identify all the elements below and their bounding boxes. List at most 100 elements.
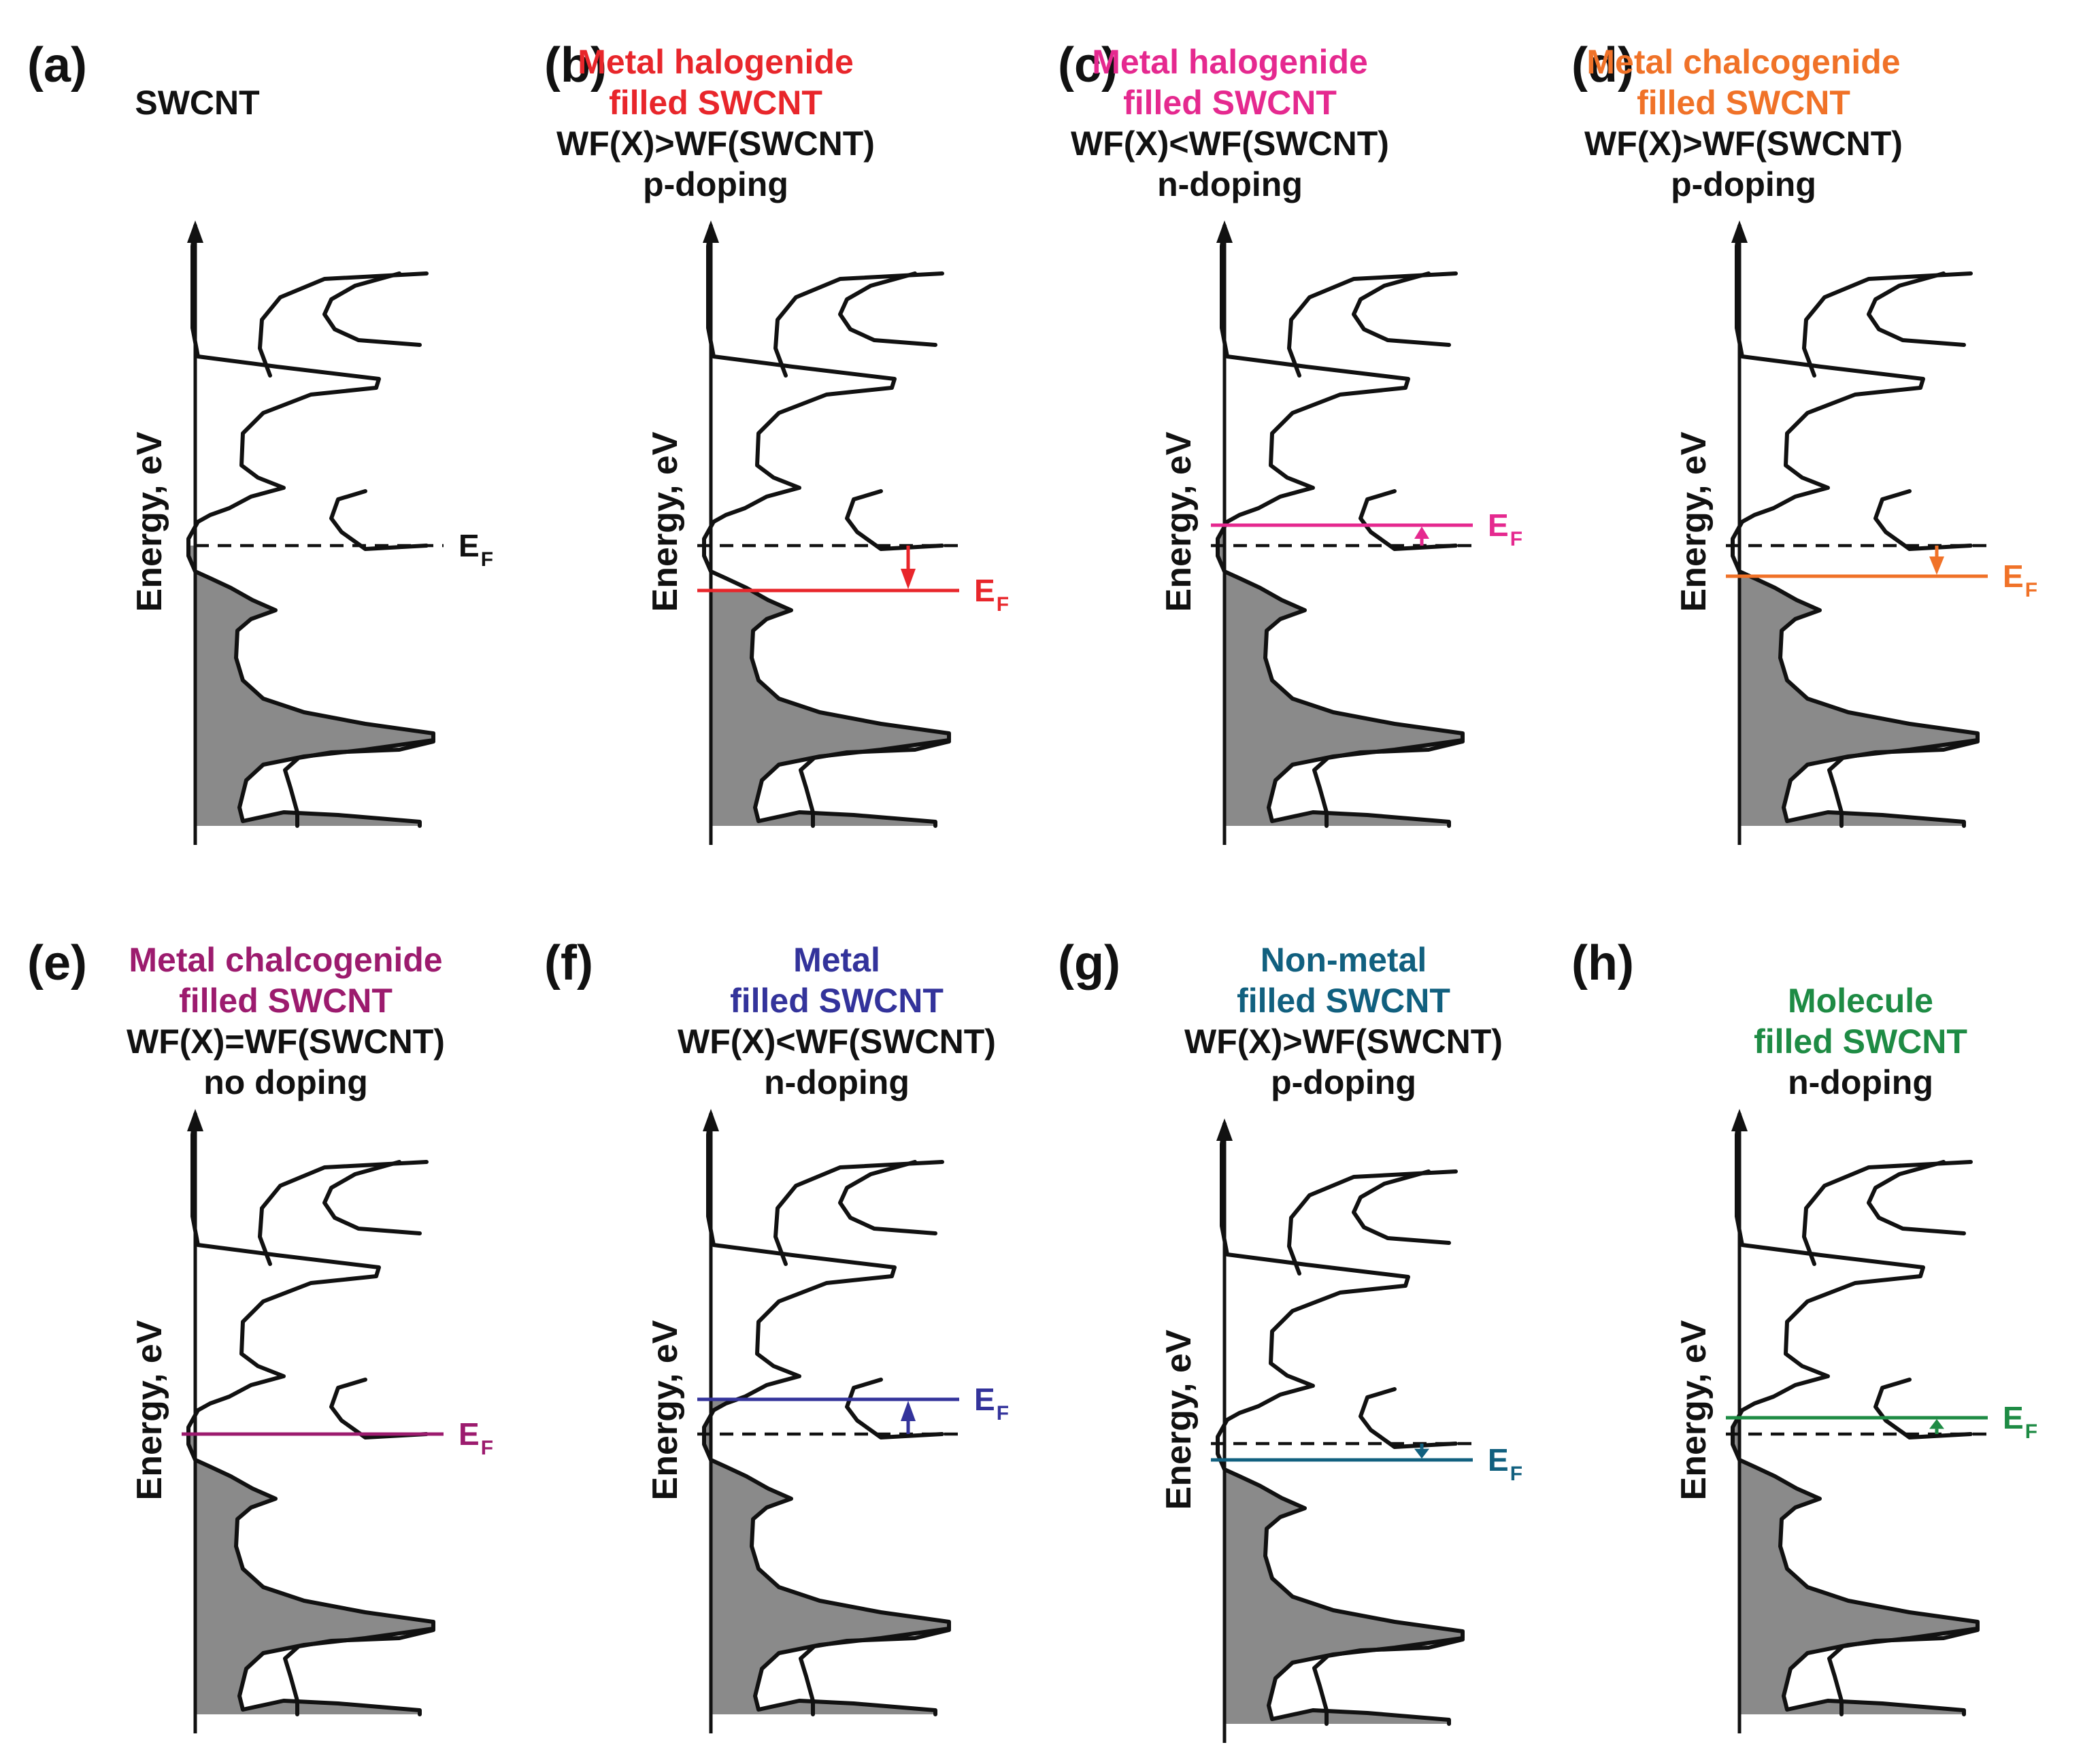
axis-arrowhead bbox=[1731, 1109, 1748, 1131]
panel-title-line: Metal chalcogenide bbox=[1586, 43, 1900, 81]
dos-curve-outer bbox=[1731, 224, 1980, 828]
fermi-label: EF bbox=[974, 1382, 1009, 1425]
fermi-shift-arrowhead bbox=[1414, 1448, 1429, 1459]
dos-curve-bottom bbox=[799, 1628, 951, 1716]
dos-curve-outer bbox=[702, 224, 951, 828]
dos-curve-peak bbox=[1352, 1169, 1451, 1245]
fermi-label: EF bbox=[459, 528, 493, 571]
panel-label: (c) bbox=[1058, 38, 1118, 93]
dos-curve-bottom bbox=[283, 739, 435, 828]
panel-title-line: filled SWCNT bbox=[1237, 982, 1450, 1020]
axis-arrowhead bbox=[703, 220, 719, 243]
filled-states bbox=[1220, 1460, 1463, 1724]
panel-title-line: Molecule bbox=[1788, 982, 1933, 1020]
axis-label: Energy, eV bbox=[1159, 431, 1199, 612]
panel-title-line: n-doping bbox=[764, 1063, 910, 1101]
dos-curve-outer bbox=[1731, 1112, 1980, 1716]
fermi-label: EF bbox=[459, 1416, 493, 1459]
axis-label: Energy, eV bbox=[646, 1320, 685, 1500]
panel-title-line: WF(X)>WF(SWCNT) bbox=[1584, 124, 1903, 163]
panel-title-line: filled SWCNT bbox=[1754, 1022, 1967, 1061]
dos-curve-lower bbox=[1873, 1378, 1973, 1440]
panel-title-line: p-doping bbox=[643, 165, 788, 203]
dos-curve-bottom bbox=[1827, 1628, 1980, 1716]
dos-curve-peak bbox=[1352, 271, 1451, 347]
fermi-label: EF bbox=[2003, 1400, 2037, 1443]
axis-arrowhead bbox=[1216, 220, 1233, 243]
panel-title-line: filled SWCNT bbox=[730, 982, 944, 1020]
dos-curve-lower bbox=[329, 489, 429, 551]
panel-title-line: WF(X)=WF(SWCNT) bbox=[127, 1022, 445, 1061]
fermi-shift-arrowhead bbox=[1929, 556, 1944, 575]
dos-curve-inner bbox=[258, 1160, 429, 1266]
dos-curve-lower bbox=[845, 1378, 944, 1440]
panel-title-line: p-doping bbox=[1671, 165, 1816, 203]
dos-curve-lower bbox=[845, 489, 944, 551]
panel-label: (f) bbox=[544, 936, 593, 991]
dos-curve-lower bbox=[329, 1378, 429, 1440]
panel-title-line: Metal halogenide bbox=[1092, 43, 1368, 81]
panel-title-line: WF(X)>WF(SWCNT) bbox=[1184, 1022, 1503, 1061]
panel-title-line: Metal bbox=[793, 941, 880, 979]
dos-curve-inner bbox=[1287, 271, 1458, 378]
panel-title-line: WF(X)<WF(SWCNT) bbox=[678, 1022, 996, 1061]
panel-label: (h) bbox=[1571, 936, 1634, 991]
axis-arrowhead bbox=[187, 1109, 203, 1131]
axis-label: Energy, eV bbox=[1674, 1320, 1714, 1500]
dos-curve-outer bbox=[186, 224, 435, 828]
axis-label: Energy, eV bbox=[646, 431, 685, 612]
dos-curve-bottom bbox=[799, 739, 951, 828]
dos-curve-bottom bbox=[283, 1628, 435, 1716]
dos-curve-inner bbox=[1802, 1160, 1973, 1266]
fermi-label: EF bbox=[974, 573, 1009, 616]
dos-curve-peak bbox=[1867, 271, 1966, 347]
dos-curve-outer bbox=[1216, 1122, 1465, 1726]
fermi-shift-arrowhead bbox=[1929, 1419, 1944, 1429]
dos-curve-bottom bbox=[1312, 739, 1465, 828]
dos-curve-peak bbox=[838, 1160, 937, 1235]
dos-curve-inner bbox=[258, 271, 429, 378]
dos-curve-inner bbox=[1802, 271, 1973, 378]
panel-title-line: WF(X)<WF(SWCNT) bbox=[1071, 124, 1389, 163]
fermi-label: EF bbox=[2003, 559, 2037, 601]
panel-title-line: n-doping bbox=[1788, 1063, 1933, 1101]
axis-arrowhead bbox=[187, 220, 203, 243]
panel-title-line: Non-metal bbox=[1261, 941, 1427, 979]
panel-title-line: filled SWCNT bbox=[1637, 84, 1850, 122]
panel-title-line: no doping bbox=[203, 1063, 368, 1101]
axis-arrowhead bbox=[1216, 1118, 1233, 1141]
dos-curve-bottom bbox=[1312, 1637, 1465, 1726]
fermi-label: EF bbox=[1488, 507, 1522, 550]
filled-states bbox=[188, 1434, 433, 1714]
dos-curve-outer bbox=[702, 1112, 951, 1716]
axis-label: Energy, eV bbox=[1674, 431, 1714, 612]
axis-arrowhead bbox=[1731, 220, 1748, 243]
axis-label: Energy, eV bbox=[1159, 1329, 1199, 1510]
filled-states bbox=[711, 590, 949, 826]
panel-label: (b) bbox=[544, 38, 607, 93]
panel-label: (e) bbox=[27, 936, 87, 991]
panel-title-line: Metal halogenide bbox=[578, 43, 854, 81]
filled-states bbox=[188, 546, 433, 826]
dos-curve-inner bbox=[773, 271, 944, 378]
filled-states bbox=[1739, 576, 1978, 826]
panel-a: (a) SWCNT Energy, eV EF bbox=[27, 38, 493, 845]
panel-title-line: filled SWCNT bbox=[1123, 84, 1337, 122]
panel-title-line: n-doping bbox=[1157, 165, 1303, 203]
dos-curve-lower bbox=[1359, 489, 1458, 551]
dos-curve-peak bbox=[1867, 1160, 1966, 1235]
fermi-shift-arrowhead bbox=[901, 1401, 916, 1421]
dos-curve-outer bbox=[186, 1112, 435, 1716]
dos-curve-outer bbox=[1216, 224, 1465, 828]
dos-curve-lower bbox=[1873, 489, 1973, 551]
axis-label: Energy, eV bbox=[130, 1320, 169, 1500]
fermi-shift-arrowhead bbox=[1414, 527, 1429, 539]
panel-label: (g) bbox=[1058, 936, 1120, 991]
